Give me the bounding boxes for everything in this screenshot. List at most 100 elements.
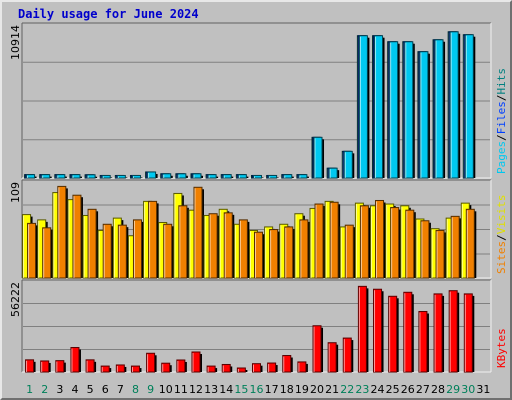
bar-sites-day-10 xyxy=(163,223,174,279)
bar-sites-day-27 xyxy=(420,220,431,279)
bar-face xyxy=(314,203,324,279)
bar-face xyxy=(449,31,459,179)
bar-face xyxy=(390,207,400,279)
legend-label-sites: Sites xyxy=(495,241,508,274)
bar-face xyxy=(389,41,399,179)
bar-face xyxy=(56,174,66,179)
bar-face xyxy=(388,295,398,373)
bar-kbytes-day-19 xyxy=(297,361,308,373)
bar-sites-day-13 xyxy=(208,213,220,279)
x-tick-label: 5 xyxy=(87,383,94,396)
x-tick-label: 18 xyxy=(280,383,294,396)
bar-face xyxy=(117,224,127,279)
legend-label-files: Files xyxy=(495,101,508,134)
bar-sites-day-9 xyxy=(148,200,159,279)
bar-face xyxy=(102,223,112,279)
x-tick-label: 24 xyxy=(371,383,385,396)
bar-kbytes-day-16 xyxy=(252,363,263,373)
bar-kbytes-day-22 xyxy=(342,337,354,373)
bar-face xyxy=(433,293,443,373)
bar-kbytes-day-8 xyxy=(130,365,142,373)
bar-sites-day-21 xyxy=(329,201,341,279)
bar-face xyxy=(252,363,261,373)
x-tick-label: 10 xyxy=(159,383,173,396)
bar-face xyxy=(267,362,277,373)
bar-face xyxy=(343,150,353,179)
bar-kbytes-day-4 xyxy=(70,347,81,373)
bar-sites-day-18 xyxy=(284,226,295,279)
x-tick-label: 7 xyxy=(117,383,124,396)
y-axis-max-label: 10914 xyxy=(9,25,22,60)
bar-face xyxy=(163,223,173,279)
bar-kbytes-day-7 xyxy=(115,364,127,373)
bar-face xyxy=(87,208,97,279)
bar-pages-day-12 xyxy=(192,173,203,179)
x-tick-label: 21 xyxy=(325,383,339,396)
bar-face xyxy=(26,174,36,179)
bar-sites-day-24 xyxy=(375,199,386,279)
bar-pages-day-30 xyxy=(464,34,476,179)
x-tick-label: 3 xyxy=(56,383,63,396)
bar-face xyxy=(283,174,293,179)
bar-face xyxy=(100,365,110,373)
bar-face xyxy=(434,39,444,179)
legend-label-pages: Pages xyxy=(495,141,508,174)
x-tick-label: 12 xyxy=(189,383,203,396)
bar-kbytes-day-18 xyxy=(282,355,293,373)
bar-face xyxy=(130,365,140,373)
bar-face xyxy=(299,219,309,279)
x-tick-label: 17 xyxy=(265,383,279,396)
bar-kbytes-day-21 xyxy=(327,342,339,373)
x-tick-label: 2 xyxy=(41,383,48,396)
bar-face xyxy=(178,205,188,279)
x-tick-label: 20 xyxy=(310,383,324,396)
bar-face xyxy=(298,174,308,179)
legend-label-kbytes: KBytes xyxy=(495,328,508,368)
y-axis-max-label: 109 xyxy=(9,182,22,203)
bar-pages-day-25 xyxy=(389,41,400,179)
bar-face xyxy=(236,367,246,373)
bar-kbytes-day-26 xyxy=(403,291,414,373)
x-tick-label: 1 xyxy=(26,383,33,396)
bar-face xyxy=(463,293,473,373)
bar-face xyxy=(27,222,37,279)
bar-face xyxy=(221,363,231,373)
bar-sites-day-23 xyxy=(359,205,371,279)
bar-face xyxy=(222,174,232,179)
bar-sites-day-17 xyxy=(269,229,280,279)
bar-pages-day-17 xyxy=(268,174,279,179)
bar-face xyxy=(404,41,414,179)
bar-face xyxy=(358,35,368,179)
x-tick-label: 14 xyxy=(219,383,233,396)
legend-separator: / xyxy=(495,95,508,102)
bar-face xyxy=(297,361,307,373)
bar-face xyxy=(342,337,352,373)
bar-face xyxy=(253,174,262,179)
bar-kbytes-day-5 xyxy=(85,359,97,373)
bar-face xyxy=(328,167,338,179)
bar-pages-day-19 xyxy=(298,174,309,179)
bar-face xyxy=(71,174,81,179)
bar-sites-day-11 xyxy=(178,205,189,279)
bar-pages-day-6 xyxy=(101,174,113,179)
bar-pages-day-15 xyxy=(237,174,249,179)
chart-title: Daily usage for June 2024 xyxy=(18,7,199,21)
bar-sites-day-26 xyxy=(405,209,416,279)
bar-face xyxy=(207,174,217,179)
bar-kbytes-day-12 xyxy=(191,351,202,373)
bar-face xyxy=(191,351,201,373)
bar-kbytes-day-15 xyxy=(236,367,248,373)
bar-sites-day-5 xyxy=(87,208,99,279)
bar-kbytes-day-9 xyxy=(146,352,157,373)
bar-pages-day-18 xyxy=(283,174,294,179)
bar-face xyxy=(223,212,233,279)
bar-face xyxy=(72,194,82,279)
bar-pages-day-28 xyxy=(434,39,446,179)
bar-sites-day-28 xyxy=(435,229,447,279)
legend-top: Pages/Files/Hits xyxy=(495,68,508,174)
bar-kbytes-day-2 xyxy=(40,360,51,373)
x-tick-label: 19 xyxy=(295,383,309,396)
bar-face xyxy=(420,220,430,279)
x-tick-label: 26 xyxy=(401,383,415,396)
